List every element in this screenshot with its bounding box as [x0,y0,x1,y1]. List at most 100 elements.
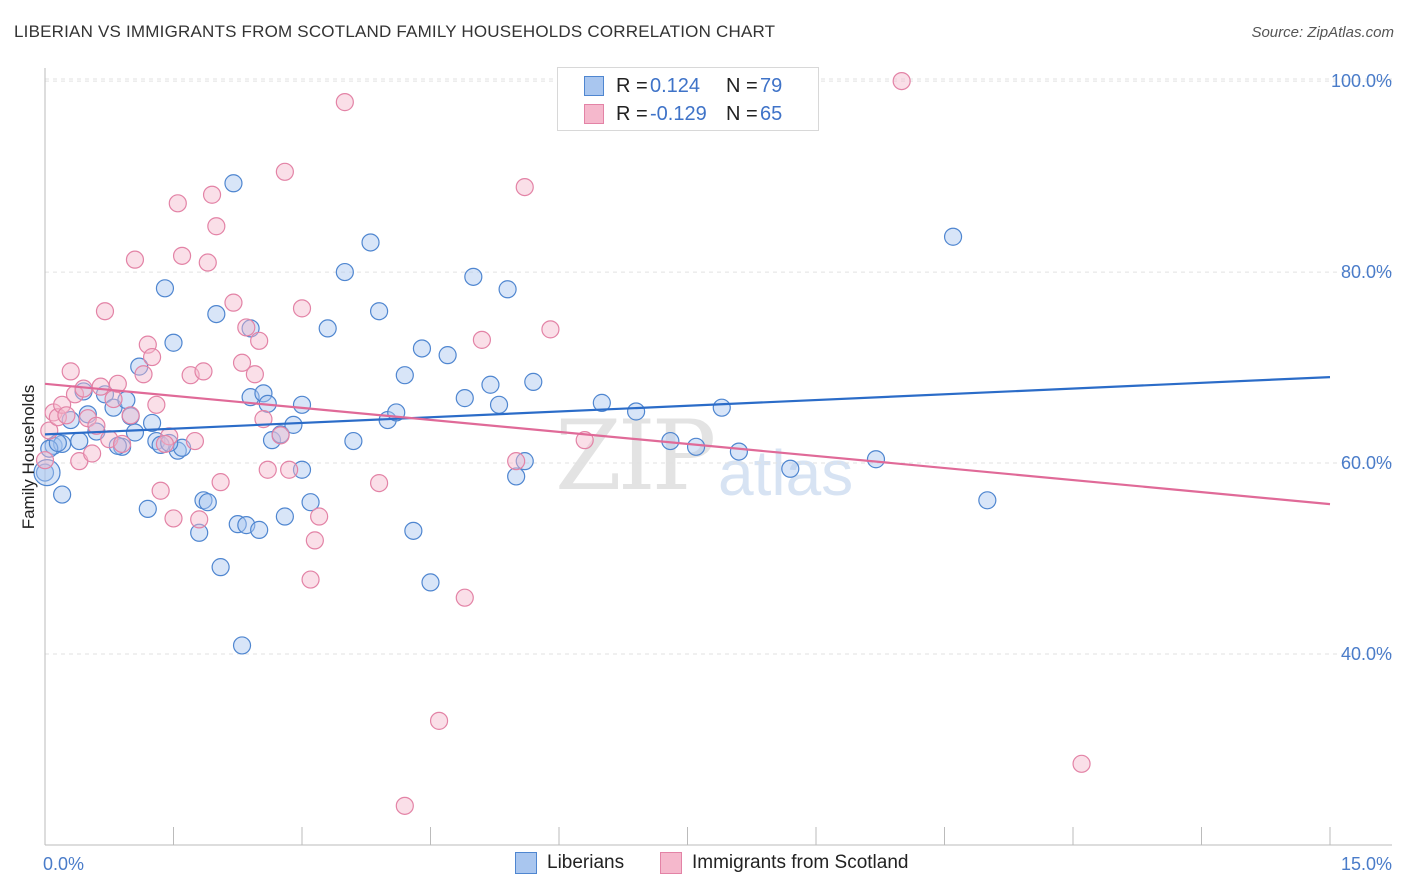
scotland-point [892,71,911,91]
watermark-zip: ZIP [555,400,716,512]
scotland-point [275,162,294,181]
liberians-point [866,450,886,469]
liberians-point [344,431,363,451]
scotland-point [335,93,354,112]
liberians-point [125,423,145,442]
liberians-point [53,485,72,504]
scotland-point [87,416,106,435]
scotland-point [91,377,110,396]
scotland-point [271,426,290,445]
scotland-trend-line [44,382,1331,506]
axes [44,68,1392,846]
liberians-point [142,413,162,433]
liberians-point [138,499,157,518]
liberians-point [626,402,646,421]
liberians-point [592,393,611,412]
liberians-points [33,174,997,655]
scotland-legend-label: Immigrants from Scotland [692,852,909,873]
liberians-legend-label: Liberians [547,852,625,873]
liberians-point [412,339,432,358]
y-tick-label: 80.0% [1341,262,1392,282]
series-legend: Liberians Immigrants from Scotland [0,852,1406,876]
liberians-point [455,389,474,408]
trend-lines [44,376,1331,506]
scotland-point [515,177,534,197]
liberians-point [686,437,706,456]
scotland-point [198,253,217,272]
x-tick-label: 0.0% [43,854,84,874]
scotland-point [35,451,55,470]
scotland-point [370,474,389,493]
liberians-point [198,493,217,512]
scotland-point [121,406,140,425]
liberians-point [438,346,457,365]
scotland-point [575,431,594,450]
tick-labels: 40.0% 60.0% 80.0% 100.0% 0.0% 15.0% Family Hou… [19,71,1392,874]
liberians-point [781,459,800,478]
correlation-legend: R = 0.124 N = 79 R = -0.129 N = 65 [557,67,819,131]
scotland-point [258,460,277,479]
liberians-point [395,366,414,385]
scotland-point [202,185,222,204]
liberians-legend-swatch [515,852,537,874]
scotland-point [541,320,560,339]
liberians-point [207,304,226,324]
scotland-point [507,452,526,471]
liberians-point [370,302,389,321]
legend-n-value: 79 [760,74,783,97]
scotland-points [35,71,1091,815]
scotland-point [472,330,491,349]
liberians-point [943,227,963,246]
legend-n-label: N = [726,74,758,97]
liberians-point [33,458,61,487]
scotland-point [301,570,320,589]
scotland-point [194,362,213,381]
liberians-point [361,233,380,252]
legend-row-liberians: R = 0.124 N = 79 [558,73,782,99]
liberians-point [498,280,517,299]
liberians-point [254,384,273,403]
liberians-point [464,267,483,286]
scotland-point [207,217,226,236]
liberians-point [292,395,312,414]
legend-r-label: R = [616,74,648,97]
scotland-point [168,194,187,213]
liberians-point [292,460,312,479]
liberians-point [421,573,440,592]
y-axis-title: Family Households [19,385,38,530]
scotland-point [134,365,153,384]
scotland-point [104,389,123,409]
scotland-point [305,531,324,550]
liberians-point [978,491,997,510]
legend-item-liberians: Liberians [515,852,624,874]
scotland-point [455,588,474,607]
liberians-point [211,558,230,577]
scotland-point [1072,754,1091,773]
scotland-point [95,302,115,321]
liberians-point [164,333,183,352]
legend-r-label: R = [616,102,648,125]
scotland-point [83,444,102,463]
scotland-point [224,293,243,312]
scotland-point [245,365,264,384]
scotland-point [61,362,80,381]
liberians-point [284,415,303,434]
legend-row-scotland: R = -0.129 N = 65 [558,101,782,127]
chart-source: Source: ZipAtlas.com [1251,24,1394,41]
scotland-point [211,473,230,492]
liberians-point [155,279,175,298]
liberians-point [524,372,543,391]
liberians-point [70,431,89,451]
scotland-swatch [584,104,604,124]
scotland-point [164,509,183,528]
y-tick-label: 60.0% [1341,453,1392,473]
scotland-point [151,481,170,500]
liberians-point [301,493,320,512]
liberians-point [507,467,526,486]
scotland-point [112,434,132,454]
liberians-point [712,398,731,417]
x-tick-label: 15.0% [1341,854,1392,874]
scotland-point [125,250,145,269]
legend-item-scotland: Immigrants from Scotland [660,852,908,874]
